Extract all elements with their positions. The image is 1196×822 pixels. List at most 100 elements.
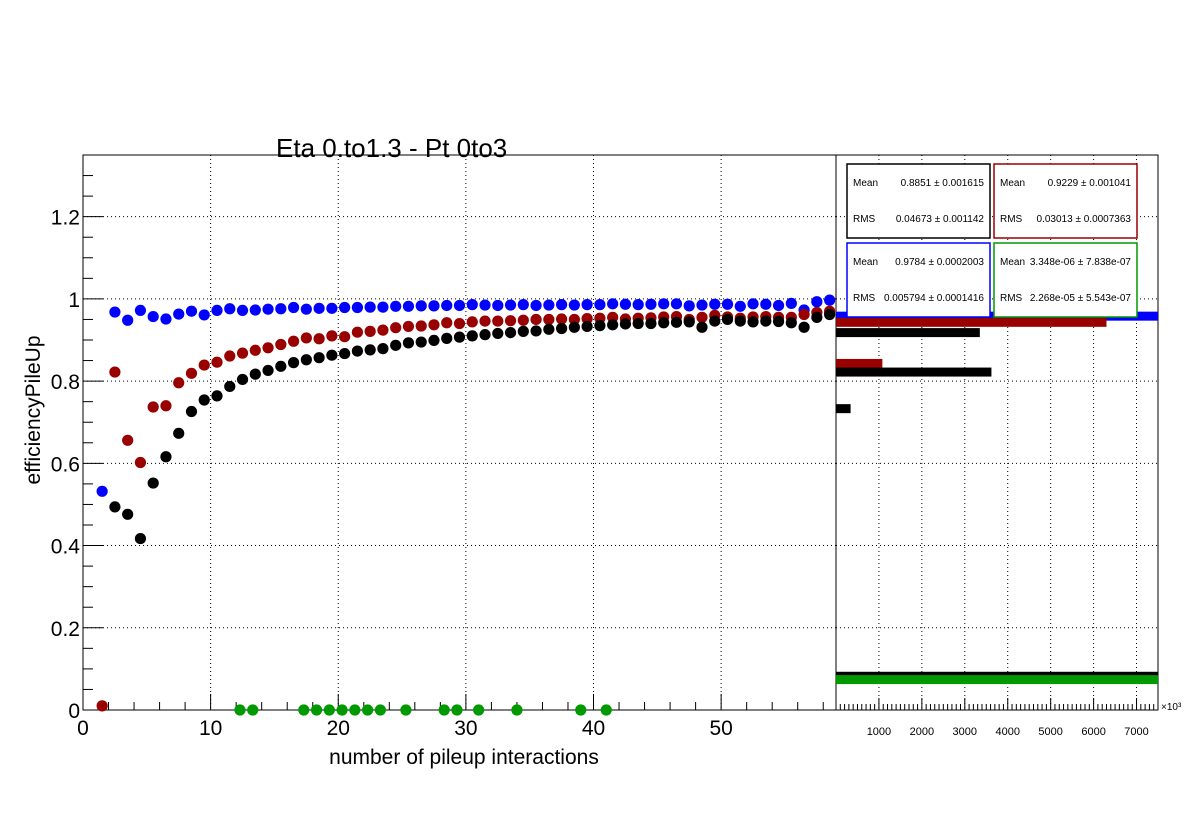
data-point [173,308,185,320]
stats-box-frame [846,163,991,239]
data-point [173,427,185,439]
data-point [466,299,478,311]
data-point [326,302,338,314]
data-point [556,322,568,335]
data-point [658,298,670,310]
data-point [323,704,335,716]
data-point [734,300,746,312]
data-point [451,704,463,716]
data-point [390,300,402,312]
data-point [122,508,134,520]
data-point [313,333,325,345]
data-point [109,501,121,513]
stats-box-frame [993,242,1138,318]
data-point [313,352,325,364]
data-point [568,321,580,333]
data-point [364,301,376,313]
stats-mean-value: 0.9784 ± 0.0002003 [895,257,984,268]
y-tick-label: 0.6 [51,453,80,476]
data-point [351,345,363,357]
data-point [683,316,695,328]
data-point [760,315,772,327]
chart-title: Eta 0.to1.3 - Pt 0to3 [276,133,507,163]
data-point [234,704,246,716]
data-point [466,316,478,328]
data-point [670,298,683,310]
stats-mean-value: 0.8851 ± 0.001615 [901,178,985,189]
stats-rms-value: 2.268e-05 ± 5.543e-07 [1030,293,1132,304]
data-point [607,319,619,331]
data-point [581,320,593,333]
data-point [262,342,274,354]
y-tick-label: 0.2 [51,618,80,641]
data-point [568,313,580,326]
x-axis-label: number of pileup interactions [329,746,599,769]
data-point [658,317,670,329]
data-point [402,320,415,333]
data-point [300,303,312,315]
data-point [594,299,606,311]
stats-boxes: Mean 0.8851 ± 0.001615 RMS 0.04673 ± 0.0011… [846,163,1138,318]
data-point [224,380,236,393]
data-point [517,299,529,311]
data-point [696,299,708,311]
data-point [185,367,198,379]
data-point [224,350,236,362]
stats-box: Mean 0.8851 ± 0.001615 RMS 0.04673 ± 0.0011… [846,163,991,239]
data-point [785,297,797,310]
side-x-tick-label: 4000 [995,726,1019,738]
stats-mean-label: Mean [853,178,878,189]
data-point [390,339,402,351]
y-tick-label: 0 [68,700,80,723]
y-axis-label: efficiencyPileUp [22,335,45,484]
data-point [198,359,210,371]
data-point [543,299,555,311]
data-point [402,337,415,349]
data-point [645,317,657,330]
data-point [504,299,517,311]
data-point [275,303,287,315]
data-point [147,477,159,489]
data-point [364,325,376,337]
data-point [339,331,351,343]
main-axes: 0 10 20 30 40 50 0 0.2 0.4 0.6 0.8 1 1.2 [51,175,824,740]
data-point [600,704,612,716]
data-point [300,332,312,344]
data-point [287,301,300,314]
stats-rms-value: 0.04673 ± 0.001142 [896,214,985,225]
stats-box: Mean 0.9784 ± 0.0002003 RMS 0.005794 ± 0.00… [846,242,991,318]
data-point [236,304,249,316]
data-point [824,294,836,306]
data-point [530,299,542,312]
data-point [428,334,440,347]
side-axes: 1000 2000 3000 4000 5000 6000 7000 [839,698,1155,738]
data-point [607,298,619,310]
data-point [543,313,555,326]
data-point [310,704,323,716]
histogram-bar [836,358,883,368]
data-point [362,704,374,716]
x-tick-label: 10 [199,717,222,740]
stats-mean-label: Mean [853,257,878,268]
data-point [632,299,644,311]
data-point [473,704,485,716]
histogram-bar [836,404,851,414]
data-point [709,298,721,310]
data-point [96,700,108,712]
data-point [326,330,338,342]
data-point [275,360,287,372]
x-tick-label: 30 [454,717,477,740]
data-point [760,298,772,310]
data-point [415,300,427,312]
data-point [517,314,529,326]
data-point [122,434,134,446]
side-x-tick-label: 7000 [1124,726,1148,738]
data-point [374,704,386,716]
data-point [122,314,134,326]
data-point [402,300,415,312]
histogram-bar [836,675,1158,685]
data-point [441,317,453,329]
data-point [811,311,823,323]
x-tick-label: 0 [77,717,89,740]
data-point [134,304,147,316]
